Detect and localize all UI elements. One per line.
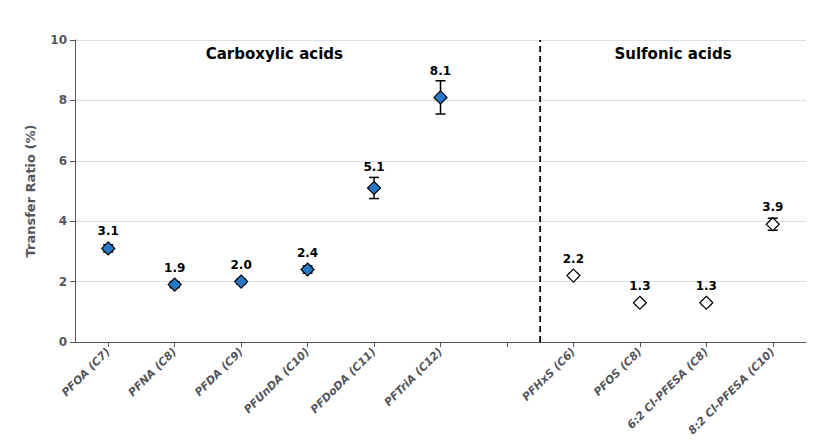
svg-text:PFDA (C9): PFDA (C9) (192, 345, 246, 399)
svg-text:3.1: 3.1 (98, 224, 119, 238)
svg-text:3.9: 3.9 (762, 200, 783, 214)
svg-text:1.3: 1.3 (629, 279, 650, 293)
svg-text:PFUnDA (C10): PFUnDA (C10) (241, 345, 312, 416)
svg-text:1.3: 1.3 (696, 279, 717, 293)
svg-text:PFOA (C7): PFOA (C7) (59, 345, 113, 399)
svg-text:8: 8 (59, 93, 67, 107)
svg-text:PFOS (C8): PFOS (C8) (591, 345, 644, 398)
svg-text:8:2 Cl-PFESA (C10): 8:2 Cl-PFESA (C10) (686, 345, 778, 437)
svg-text:4: 4 (59, 214, 67, 228)
svg-text:0: 0 (59, 335, 67, 349)
svg-text:2.2: 2.2 (563, 252, 584, 266)
svg-text:Transfer Ratio (%): Transfer Ratio (%) (23, 125, 38, 258)
svg-text:PFTriA (C12): PFTriA (C12) (382, 345, 445, 408)
svg-text:2.0: 2.0 (231, 258, 252, 272)
svg-text:2.4: 2.4 (297, 246, 318, 260)
svg-text:2: 2 (59, 275, 67, 289)
svg-text:5.1: 5.1 (363, 160, 384, 174)
svg-text:PFDoDA (C11): PFDoDA (C11) (308, 345, 379, 416)
svg-text:Carboxylic acids: Carboxylic acids (206, 45, 343, 63)
svg-text:6:2 Cl-PFESA (C8): 6:2 Cl-PFESA (C8) (624, 345, 711, 432)
svg-text:1.9: 1.9 (164, 261, 185, 275)
svg-text:10: 10 (50, 33, 67, 47)
svg-text:PFNA (C8): PFNA (C8) (126, 345, 180, 399)
svg-text:PFHxS (C6): PFHxS (C6) (520, 345, 578, 403)
svg-text:6: 6 (59, 154, 67, 168)
svg-text:Sulfonic acids: Sulfonic acids (614, 45, 731, 63)
svg-text:8.1: 8.1 (430, 64, 451, 78)
